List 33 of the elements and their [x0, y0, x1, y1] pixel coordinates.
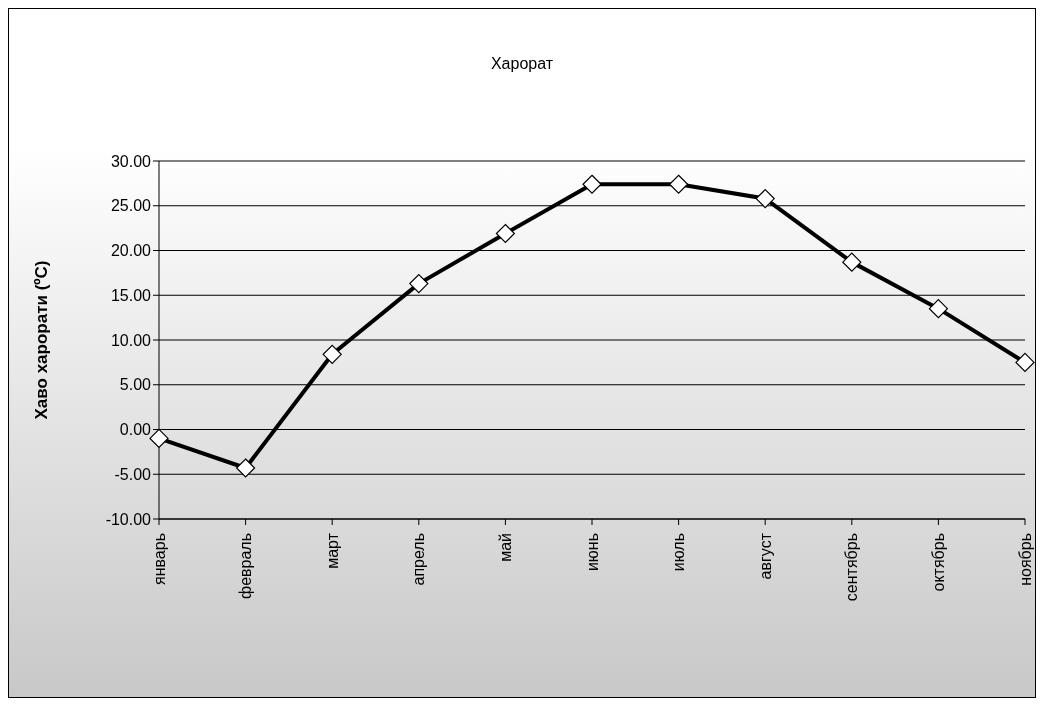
x-tick-label: январь [150, 533, 168, 585]
x-tick-label: сентябрь [843, 533, 861, 602]
y-tick-label: 30.00 [110, 152, 152, 170]
y-tick-label: 20.00 [110, 242, 152, 260]
point [755, 188, 775, 209]
x-tick-label: ноябрь [1016, 533, 1034, 586]
y-tick-label: 15.00 [110, 286, 152, 304]
x-tick-label: май [496, 533, 514, 562]
point [1015, 352, 1035, 372]
y-tick-label: 5.00 [119, 376, 152, 394]
point [582, 174, 602, 194]
x-tick-label: август [756, 532, 774, 580]
y-tick-label: -10.00 [105, 510, 152, 528]
point [236, 458, 256, 478]
y-tick-label: 0.00 [119, 421, 152, 439]
point [669, 174, 689, 194]
point [409, 274, 429, 294]
x-tick-label: июнь [583, 533, 601, 572]
y-tick-label: 25.00 [110, 197, 152, 215]
x-tick-label: апрель [410, 533, 428, 586]
point [495, 223, 515, 244]
x-tick-label: март [323, 532, 341, 569]
x-tick-label: октябрь [929, 533, 947, 592]
x-tick-label: июль [670, 533, 688, 572]
y-axis-title: Хаво харорати (ºC) [32, 260, 52, 420]
point [149, 428, 169, 449]
x-tick-label: февраль [237, 533, 255, 600]
point [928, 299, 948, 319]
point [842, 252, 862, 272]
chart-title: Харорат [489, 55, 555, 73]
y-tick-label: 10.00 [110, 331, 152, 349]
point [322, 344, 342, 364]
y-tick-label: -5.00 [114, 465, 152, 483]
